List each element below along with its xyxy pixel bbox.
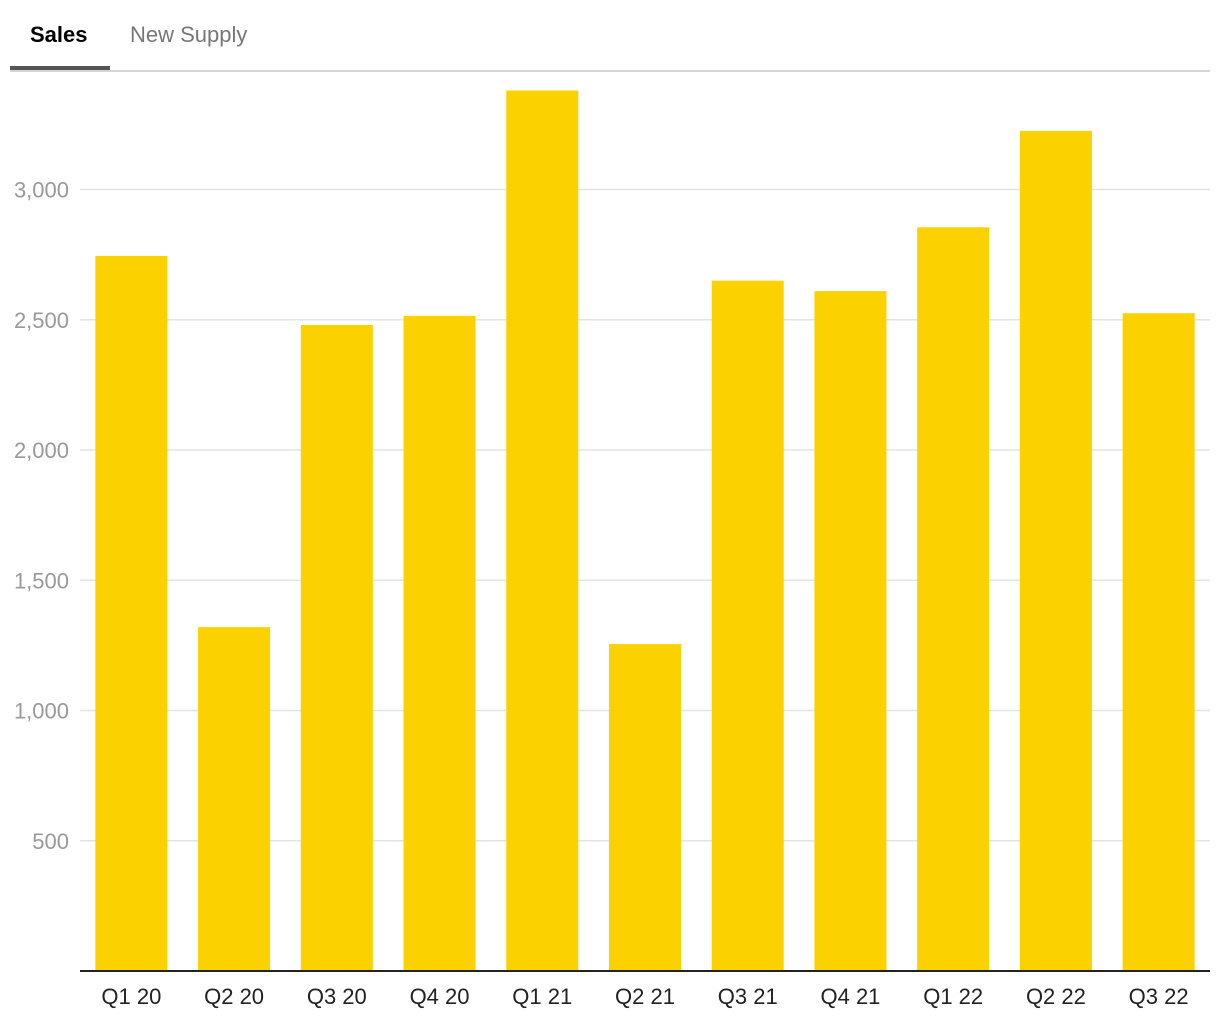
bar bbox=[95, 255, 168, 972]
bar bbox=[506, 90, 579, 971]
x-tick-label: Q1 22 bbox=[923, 984, 983, 1009]
y-tick-label: 3,000 bbox=[14, 178, 69, 203]
x-tick-label: Q2 22 bbox=[1026, 984, 1086, 1009]
active-tab-indicator bbox=[10, 66, 110, 70]
bar bbox=[609, 644, 681, 971]
x-tick-label: Q3 21 bbox=[718, 984, 778, 1009]
x-tick-label: Q4 20 bbox=[410, 984, 470, 1009]
x-tick-label: Q1 21 bbox=[512, 984, 572, 1009]
x-tick-label: Q3 20 bbox=[307, 984, 367, 1009]
bar bbox=[814, 291, 887, 972]
x-tick-label: Q2 20 bbox=[204, 984, 264, 1009]
y-tick-label: 1,500 bbox=[14, 568, 69, 593]
x-tick-label: Q3 22 bbox=[1129, 984, 1189, 1009]
tab-bar: Sales New Supply bbox=[10, 0, 1210, 72]
bar bbox=[1019, 130, 1092, 971]
bar bbox=[300, 324, 373, 972]
x-tick-label: Q1 20 bbox=[101, 984, 161, 1009]
x-tick-label: Q4 21 bbox=[820, 984, 880, 1009]
y-tick-label: 2,000 bbox=[14, 438, 69, 463]
bar bbox=[198, 627, 271, 971]
bar bbox=[1122, 313, 1195, 971]
tab-new-supply[interactable]: New Supply bbox=[130, 22, 248, 47]
x-tick-label: Q2 21 bbox=[615, 984, 675, 1009]
tab-sales[interactable]: Sales bbox=[30, 22, 88, 47]
bar bbox=[711, 280, 784, 971]
y-tick-label: 1,000 bbox=[14, 699, 69, 724]
tab-bar-divider bbox=[10, 70, 1210, 72]
y-tick-label: 2,500 bbox=[14, 308, 69, 333]
bar bbox=[917, 227, 990, 971]
y-tick-label: 500 bbox=[32, 829, 69, 854]
bar bbox=[403, 315, 476, 971]
